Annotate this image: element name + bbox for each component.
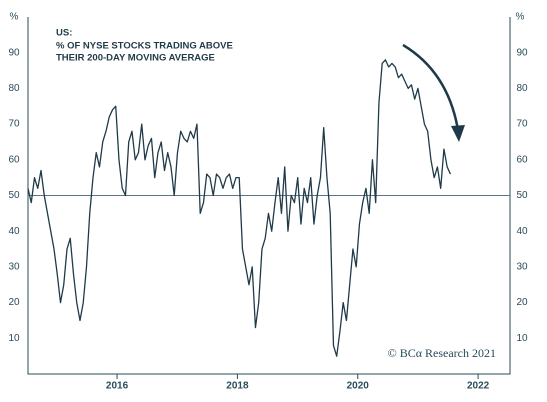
y-tick-label: 50	[8, 190, 20, 201]
line-series	[27, 59, 452, 357]
chart-subtitle: THEIR 200-DAY MOVING AVERAGE	[56, 53, 215, 64]
x-tick-label: 2020	[347, 381, 370, 392]
x-tick-label: 2018	[226, 381, 249, 392]
chart-title: US:	[56, 28, 72, 39]
y-tick-label: 70	[8, 119, 20, 130]
y-unit: %	[516, 12, 525, 23]
y-tick-label: 70	[516, 119, 528, 130]
y-tick-label: 60	[516, 154, 528, 165]
arrowhead	[451, 125, 465, 142]
y-tick-label: 40	[516, 226, 528, 237]
y-tick-label: 80	[8, 83, 20, 94]
y-tick-label: 50	[516, 190, 528, 201]
x-tick-label: 2016	[106, 381, 129, 392]
y-tick-label: 80	[516, 83, 528, 94]
y-tick-label: 40	[8, 226, 20, 237]
chart-subtitle: % OF NYSE STOCKS TRADING ABOVE	[56, 41, 233, 52]
y-tick-label: 30	[8, 262, 20, 273]
y-tick-label: 20	[516, 297, 528, 308]
arrow	[402, 43, 460, 131]
y-tick-label: 10	[516, 333, 528, 344]
y-unit: %	[10, 12, 19, 23]
y-tick-label: 60	[8, 154, 20, 165]
y-tick-label: 90	[516, 47, 528, 58]
y-tick-label: 90	[8, 47, 20, 58]
credit: © BCα Research 2021	[388, 346, 496, 360]
x-tick-label: 2022	[467, 381, 490, 392]
y-tick-label: 30	[516, 262, 528, 273]
y-tick-label: 10	[8, 333, 20, 344]
y-tick-label: 20	[8, 297, 20, 308]
